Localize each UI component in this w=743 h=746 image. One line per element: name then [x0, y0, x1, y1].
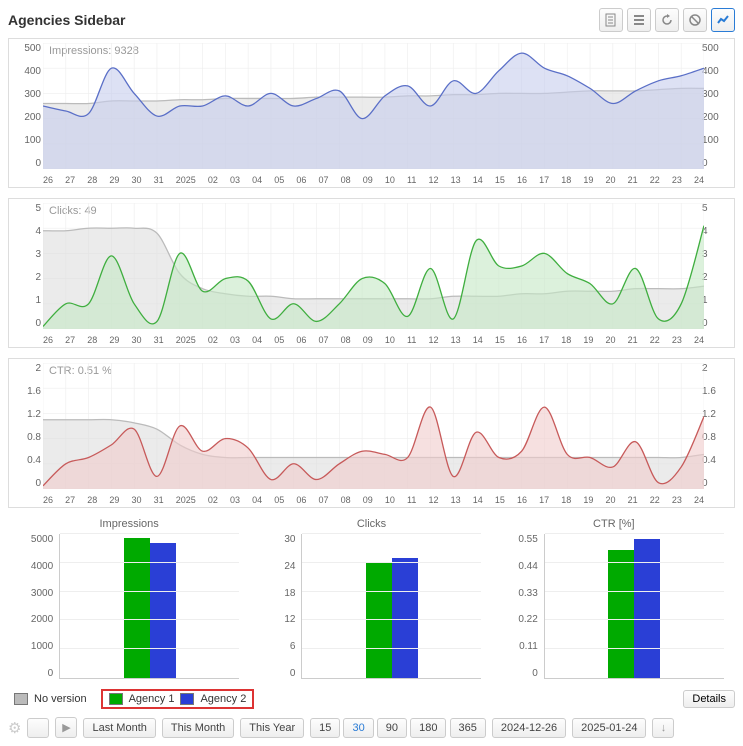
bar-panels: Impressions 010002000300040005000 Clicks… — [8, 518, 735, 679]
this-year-button[interactable]: This Year — [240, 718, 304, 738]
x-axis: 2627282930312025020304050607080910111213… — [43, 335, 704, 345]
bar — [608, 550, 634, 678]
impressions-chart: Impressions: 9328 0100200300400500 01002… — [8, 38, 735, 188]
y-axis-right: 012345 — [702, 203, 732, 329]
y-axis-left: 0100200300400500 — [11, 43, 41, 169]
clicks-chart: Clicks: 49 012345 012345 262728293031202… — [8, 198, 735, 348]
bar — [124, 538, 150, 678]
toolbar — [599, 8, 735, 32]
block-icon[interactable] — [683, 8, 707, 32]
bar-title: Clicks — [261, 518, 481, 530]
doc-icon[interactable] — [599, 8, 623, 32]
bar-plot — [544, 534, 724, 679]
bar-panel-impressions: Impressions 010002000300040005000 — [19, 518, 239, 679]
bar-yaxis: 0612182430 — [261, 534, 301, 679]
legend-label: No version — [34, 693, 87, 705]
this-month-button[interactable]: This Month — [162, 718, 234, 738]
y-axis-right: 00.40.81.21.62 — [702, 363, 732, 489]
bar — [150, 543, 176, 678]
range-90-button[interactable]: 90 — [377, 718, 407, 738]
plot-area — [43, 363, 704, 489]
legend-row: No version Agency 1 Agency 2 Details — [8, 689, 735, 709]
details-button[interactable]: Details — [683, 690, 735, 708]
bar-yaxis: 010002000300040005000 — [19, 534, 59, 679]
y-axis-left: 012345 — [11, 203, 41, 329]
bar-plot — [59, 534, 239, 679]
y-axis-left: 00.40.81.21.62 — [11, 363, 41, 489]
prev-icon[interactable] — [27, 718, 49, 738]
y-axis-right: 0100200300400500 — [702, 43, 732, 169]
x-axis: 2627282930312025020304050607080910111213… — [43, 495, 704, 505]
legend-no-version[interactable]: No version — [8, 691, 93, 707]
ctr-chart: CTR: 0.51 % 00.40.81.21.62 00.40.81.21.6… — [8, 358, 735, 508]
bottom-row: ⚙ ▶ Last Month This Month This Year 15 3… — [8, 717, 735, 738]
legend-label[interactable]: Agency 1 — [129, 693, 175, 705]
page-title: Agencies Sidebar — [8, 12, 126, 28]
swatch-no-version — [14, 693, 28, 705]
list-icon[interactable] — [627, 8, 651, 32]
bar-title: CTR [%] — [504, 518, 724, 530]
bar-yaxis: 00.110.220.330.440.55 — [504, 534, 544, 679]
settings-icon[interactable]: ⚙ — [8, 719, 21, 737]
last-month-button[interactable]: Last Month — [83, 718, 155, 738]
play-icon[interactable]: ▶ — [55, 717, 77, 738]
range-365-button[interactable]: 365 — [450, 718, 486, 738]
plot-area — [43, 43, 704, 169]
range-180-button[interactable]: 180 — [410, 718, 446, 738]
refresh-icon[interactable] — [655, 8, 679, 32]
bar-title: Impressions — [19, 518, 239, 530]
header: Agencies Sidebar — [8, 8, 735, 32]
legend-label[interactable]: Agency 2 — [200, 693, 246, 705]
date-to-button[interactable]: 2025-01-24 — [572, 718, 646, 738]
bar — [634, 539, 660, 678]
date-from-button[interactable]: 2024-12-26 — [492, 718, 566, 738]
bar — [366, 563, 392, 678]
bar-plot — [301, 534, 481, 679]
x-axis: 2627282930312025020304050607080910111213… — [43, 175, 704, 185]
range-15-button[interactable]: 15 — [310, 718, 340, 738]
plot-area — [43, 203, 704, 329]
range-30-button[interactable]: 30 — [343, 718, 373, 738]
swatch-agency1 — [109, 693, 123, 705]
bar — [392, 558, 418, 678]
chart-icon[interactable] — [711, 8, 735, 32]
bar-panel-ctr: CTR [%] 00.110.220.330.440.55 — [504, 518, 724, 679]
download-icon[interactable]: ↓ — [652, 718, 674, 738]
legend-agencies: Agency 1 Agency 2 — [101, 689, 255, 709]
swatch-agency2 — [180, 693, 194, 705]
bar-panel-clicks: Clicks 0612182430 — [261, 518, 481, 679]
